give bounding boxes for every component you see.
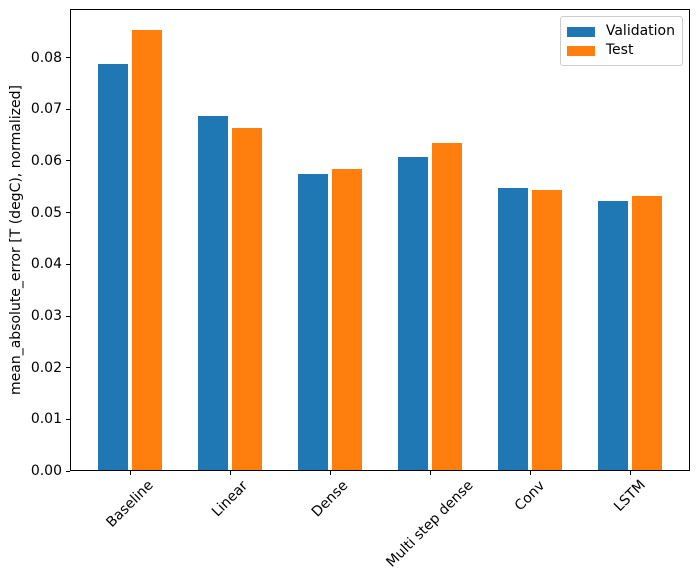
bar-test-baseline [132, 30, 162, 470]
bar-validation-multi-step-dense [398, 157, 428, 470]
legend: Validation Test [559, 16, 683, 66]
x-tick-label-multi-step-dense: Multi step dense [383, 477, 477, 571]
y-tick-label-0.03: 0.03 [30, 308, 62, 324]
y-tick-mark [66, 367, 70, 369]
x-tick-label-baseline: Baseline [103, 477, 157, 531]
bar-validation-linear [198, 116, 228, 470]
y-tick-mark [66, 212, 70, 214]
legend-swatch-validation [566, 26, 595, 37]
y-tick-label-0.02: 0.02 [30, 359, 62, 376]
y-tick-label-0.01: 0.01 [30, 411, 62, 428]
legend-label-test: Test [605, 42, 634, 58]
bar-test-dense [332, 169, 362, 470]
y-tick-label-0.07: 0.07 [30, 101, 62, 118]
y-tick-label-0.05: 0.05 [30, 204, 62, 221]
x-tick-label-linear: Linear [208, 477, 252, 520]
x-tick-mark [629, 471, 631, 475]
x-tick-mark [429, 471, 431, 475]
y-tick-mark [66, 160, 70, 162]
bar-validation-lstm [598, 200, 628, 470]
x-tick-label-dense: Dense [308, 477, 352, 520]
x-tick-mark [529, 471, 531, 475]
bar-test-conv [532, 189, 562, 470]
y-tick-mark [66, 418, 70, 420]
y-axis-label: mean_absolute_error [T (degC), normalize… [8, 85, 24, 395]
y-tick-mark [66, 108, 70, 110]
bar-test-linear [232, 127, 262, 470]
x-tick-mark [129, 471, 131, 475]
x-tick-mark [229, 471, 231, 475]
y-tick-mark [66, 263, 70, 265]
legend-swatch-test [566, 45, 595, 56]
x-tick-label-lstm: LSTM [611, 477, 649, 515]
bar-test-lstm [632, 195, 662, 470]
y-tick-label-0.06: 0.06 [30, 152, 62, 169]
legend-item-test: Test [566, 42, 675, 59]
y-tick-mark [66, 57, 70, 59]
x-tick-mark [329, 471, 331, 475]
bar-validation-conv [498, 188, 528, 470]
x-tick-label-conv: Conv [511, 477, 549, 514]
bar-test-multi-step-dense [432, 143, 462, 470]
bar-validation-dense [298, 173, 328, 470]
legend-label-validation: Validation [605, 23, 675, 39]
y-tick-label-0.04: 0.04 [30, 256, 62, 273]
y-tick-mark [66, 470, 70, 472]
plot-area: Validation Test [70, 9, 690, 471]
bars-layer [71, 10, 689, 470]
bar-validation-baseline [98, 64, 128, 470]
y-tick-mark [66, 315, 70, 317]
y-tick-label-0.00: 0.00 [30, 463, 62, 479]
legend-item-validation: Validation [566, 23, 675, 40]
y-tick-label-0.08: 0.08 [30, 49, 62, 66]
